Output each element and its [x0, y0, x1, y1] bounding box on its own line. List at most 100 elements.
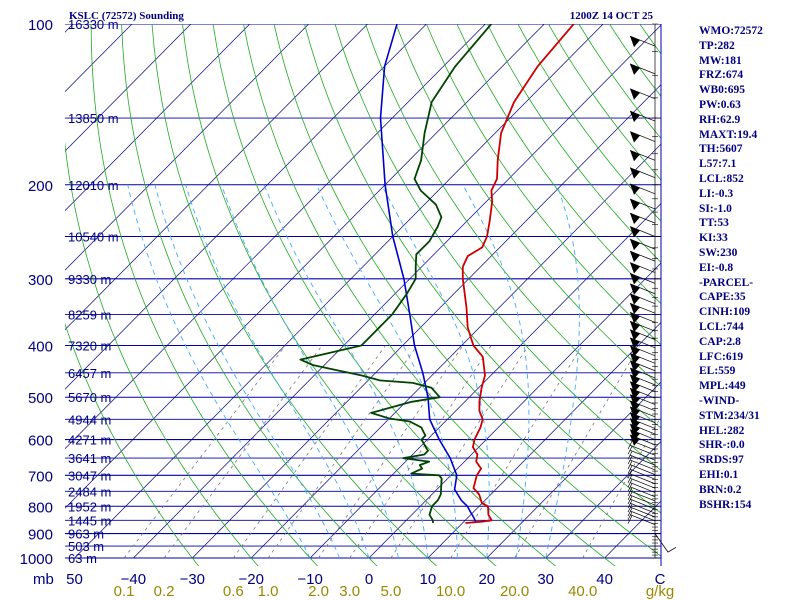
wind-barb-feather — [627, 503, 633, 513]
wind-barb-shaft — [629, 459, 656, 471]
wind-barb-flag — [630, 239, 640, 251]
mixing-ratio-line — [582, 415, 661, 559]
mixing-ratio-unit-label: g/kg — [646, 583, 674, 600]
index-item: -PARCEL- — [699, 276, 754, 289]
wind-barb-feather — [627, 474, 633, 483]
wind-barb-shaft — [629, 482, 656, 493]
wind-barb-feather — [627, 479, 633, 488]
wind-barb-shaft — [629, 423, 656, 435]
temperature-tick-label: −20 — [238, 571, 263, 588]
wind-barb-feather — [627, 487, 633, 496]
wind-barb-shaft — [629, 464, 656, 475]
wind-barb-flag — [630, 36, 640, 48]
index-item: L57:7.1 — [699, 158, 737, 171]
pressure-tick-label: 800 — [28, 499, 53, 516]
wind-barb-feather — [627, 507, 633, 517]
index-item: SRDS:97 — [699, 454, 744, 467]
wind-barb-shaft — [629, 434, 656, 446]
wind-barb-flag — [630, 273, 640, 285]
dry-adiabat — [395, 24, 661, 387]
height-label: 10540 m — [68, 230, 119, 245]
wind-barb-shaft — [629, 320, 656, 332]
pressure-tick-label: 400 — [28, 339, 53, 356]
wind-barb-feather — [627, 446, 633, 455]
wind-barb-flag — [630, 394, 640, 406]
height-label: 2484 m — [68, 484, 111, 499]
index-item: EL:559 — [699, 365, 736, 378]
wind-barb-flag — [630, 150, 640, 162]
mixing-ratio-tick-label: 0.2 — [154, 583, 175, 600]
dry-adiabat — [65, 141, 259, 566]
index-item: BSHR:154 — [699, 498, 752, 511]
moist-adiabat — [221, 184, 399, 559]
wind-barb-flag — [630, 418, 640, 430]
wind-barb-feather — [627, 511, 633, 521]
wind-barb-flag — [630, 400, 640, 412]
pressure-tick-label: 200 — [28, 178, 53, 195]
wind-barb-flag — [630, 388, 640, 400]
pressure-tick-label: 700 — [28, 468, 53, 485]
index-item: SI:-1.0 — [699, 202, 732, 215]
index-item: CAP:2.8 — [699, 335, 741, 348]
index-item: LCL:744 — [699, 320, 744, 333]
pressure-tick-label: 1000 — [20, 551, 53, 568]
wind-barb-flag — [630, 63, 640, 75]
wind-barb-shaft — [629, 226, 656, 237]
index-item: KI:33 — [699, 232, 728, 245]
dry-adiabat — [334, 24, 661, 471]
wind-barb-shaft — [629, 439, 656, 451]
temperature-tick-label: 0 — [365, 571, 373, 588]
index-item: CAPE:35 — [699, 291, 746, 304]
height-label: 7320 m — [68, 339, 111, 354]
height-label: 963 m — [68, 527, 104, 542]
wind-barb-flag — [630, 88, 640, 100]
isotherm — [74, 24, 604, 559]
wind-barb-flag — [630, 293, 640, 305]
mixing-ratio-line — [349, 345, 492, 559]
wind-barb-flag — [630, 226, 640, 238]
temperature-tick-label: −40 — [121, 571, 146, 588]
dry-adiabat — [65, 322, 200, 566]
wind-barb-shaft — [629, 506, 656, 518]
isotherm — [250, 143, 661, 559]
wind-barb-shaft — [629, 468, 656, 480]
sounding-indices: WMO:72572 TP:282 MW:181 FRZ:674 WB0:695 PW:0.… — [699, 24, 799, 512]
dry-adiabat — [426, 24, 661, 346]
index-item: MAXT:19.4 — [699, 128, 758, 141]
mixing-ratio-tick-label: 10.0 — [436, 583, 465, 600]
wind-barb-shaft — [629, 510, 656, 522]
isotherm — [65, 24, 545, 509]
dry-adiabat — [456, 24, 661, 305]
wind-barb-flag — [630, 167, 640, 179]
wind-barb-flag — [630, 337, 640, 349]
dry-adiabat — [304, 24, 661, 514]
index-item: SHR-:0.0 — [699, 439, 745, 452]
index-item: WB0:695 — [699, 84, 745, 97]
valid-time: 1200Z 14 OCT 25 — [570, 10, 654, 22]
index-item: MW:181 — [699, 54, 742, 67]
mixing-ratio-tick-label: 2.0 — [308, 583, 329, 600]
wind-barb-flag — [630, 353, 640, 365]
wind-barb-shaft — [629, 293, 656, 305]
wind-barb-flag — [630, 131, 640, 143]
wind-barb-flag — [630, 406, 640, 418]
wind-barb-shaft — [629, 400, 656, 412]
wind-barb-shaft — [629, 494, 656, 506]
pressure-tick-label: 500 — [28, 390, 53, 407]
wind-barb-flag — [630, 213, 640, 225]
mixing-ratio-line — [267, 345, 418, 559]
wind-barb-flag — [630, 434, 640, 446]
wind-barb-feather — [627, 440, 633, 450]
pressure-tick-label: 600 — [28, 433, 53, 450]
index-item: TT:53 — [699, 217, 729, 230]
wind-barb-shaft — [629, 88, 656, 100]
mixing-ratio-line — [318, 345, 464, 559]
wind-barb-shaft — [629, 477, 656, 489]
isotherm — [65, 24, 251, 212]
index-item: RH:62.9 — [699, 113, 741, 126]
pressure-tick-label: 300 — [28, 272, 53, 289]
height-label: 8259 m — [68, 308, 111, 323]
wind-barb-shaft — [629, 198, 656, 210]
wind-barb-flag — [630, 199, 640, 210]
wind-barb-flag — [630, 321, 640, 333]
